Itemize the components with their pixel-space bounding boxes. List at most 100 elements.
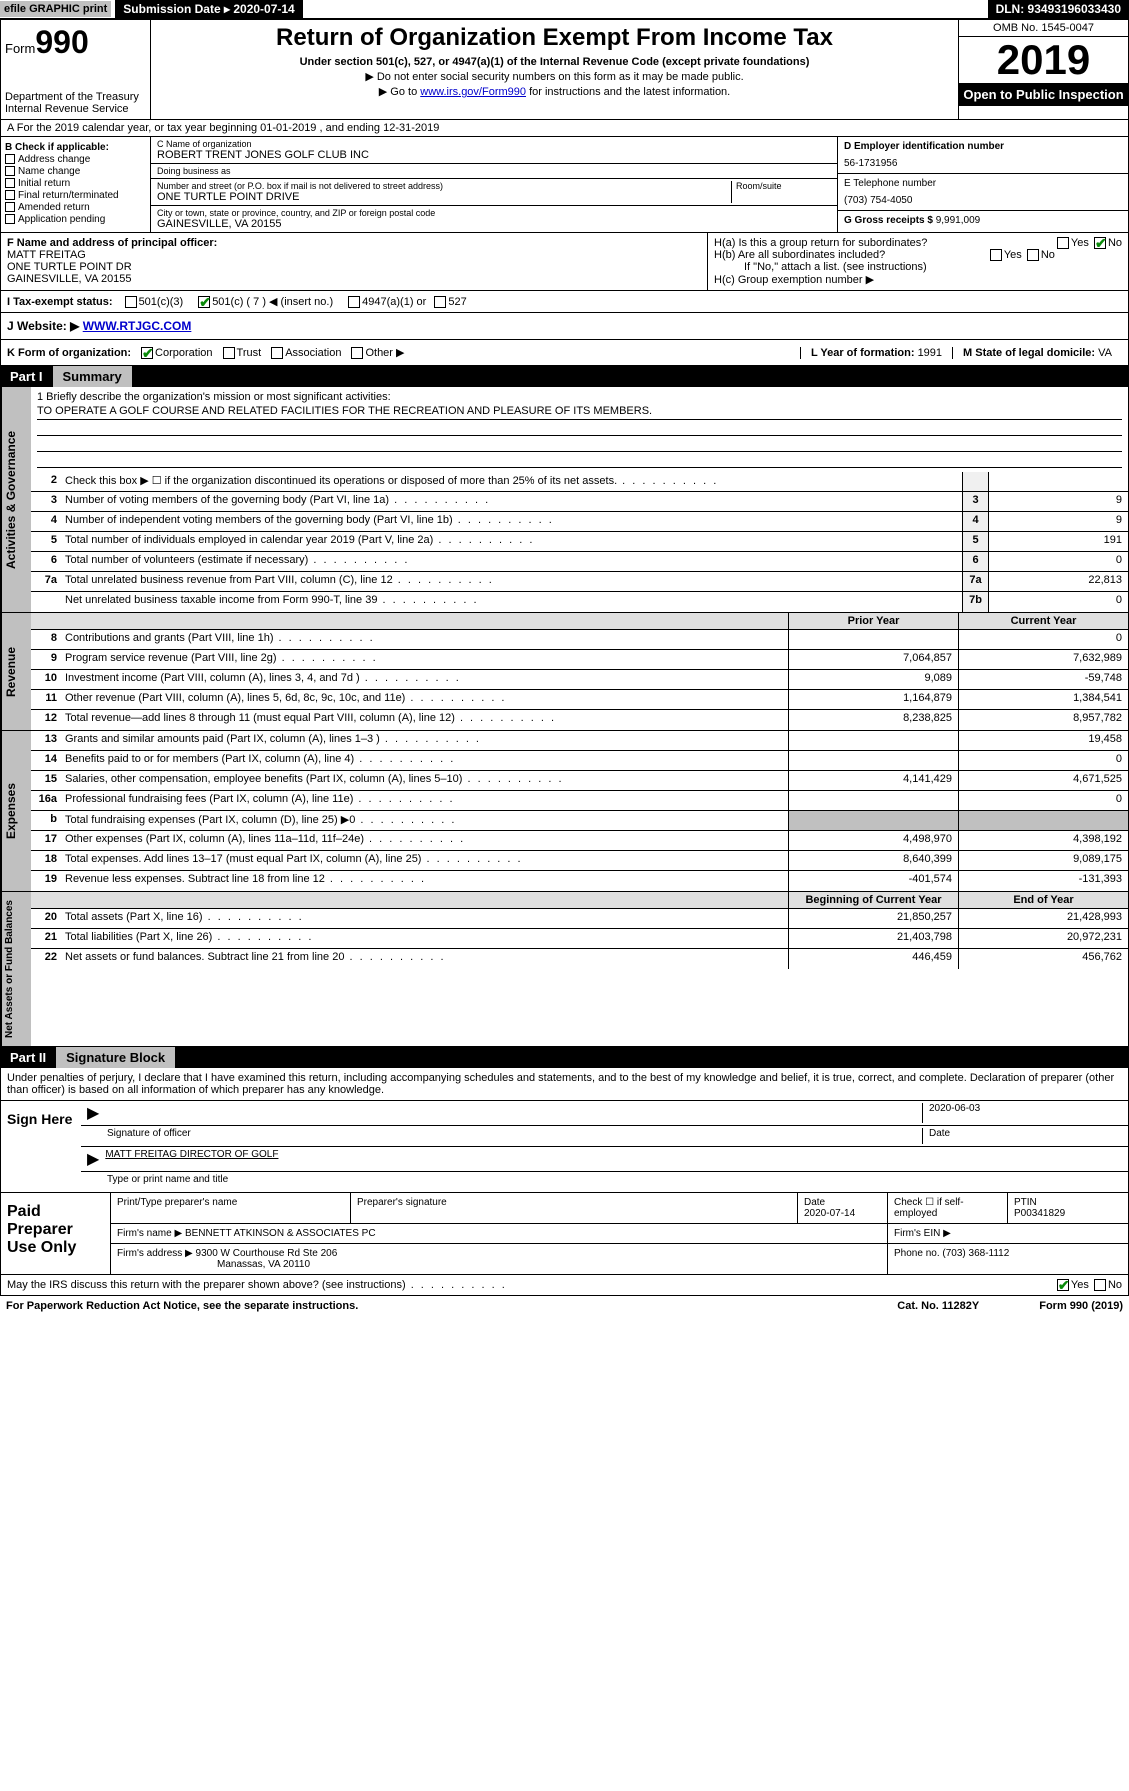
officer-name: MATT FREITAG xyxy=(7,249,701,261)
expense-row: 18Total expenses. Add lines 13–17 (must … xyxy=(31,851,1128,871)
chk-501c[interactable] xyxy=(198,296,210,308)
chk-4947[interactable] xyxy=(348,296,360,308)
gov-row: 5Total number of individuals employed in… xyxy=(31,532,1128,552)
chk-amended[interactable] xyxy=(5,202,15,212)
state-domicile: VA xyxy=(1098,347,1112,359)
hb-no[interactable] xyxy=(1027,249,1039,261)
section-bcd: B Check if applicable: Address change Na… xyxy=(0,137,1129,233)
revenue-row: 10Investment income (Part VIII, column (… xyxy=(31,670,1128,690)
chk-other[interactable] xyxy=(351,347,363,359)
expense-row: 15Salaries, other compensation, employee… xyxy=(31,771,1128,791)
firm-name: BENNETT ATKINSON & ASSOCIATES PC xyxy=(185,1228,376,1239)
officer-name-title: MATT FREITAG DIRECTOR OF GOLF xyxy=(105,1149,1122,1169)
chk-corporation[interactable] xyxy=(141,347,153,359)
governance-section: Activities & Governance 1 Briefly descri… xyxy=(0,387,1129,613)
row-a-tax-year: A For the 2019 calendar year, or tax yea… xyxy=(0,120,1129,137)
gross-receipts: 9,991,009 xyxy=(936,215,981,226)
perjury-statement: Under penalties of perjury, I declare th… xyxy=(0,1068,1129,1101)
sign-date: 2020-06-03 xyxy=(922,1103,1122,1123)
form-subtitle: Under section 501(c), 527, or 4947(a)(1)… xyxy=(161,56,948,68)
firm-address: 9300 W Courthouse Rd Ste 206 xyxy=(196,1248,338,1259)
col-c-org-info: C Name of organizationROBERT TRENT JONES… xyxy=(151,137,838,232)
form-title: Return of Organization Exempt From Incom… xyxy=(161,24,948,52)
revenue-section: Revenue Prior YearCurrent Year 8Contribu… xyxy=(0,613,1129,731)
vlabel-expenses: Expenses xyxy=(1,731,31,891)
top-bar: efile GRAPHIC print Submission Date ▸ 20… xyxy=(0,0,1129,19)
expense-row: bTotal fundraising expenses (Part IX, co… xyxy=(31,811,1128,831)
expense-row: 19Revenue less expenses. Subtract line 1… xyxy=(31,871,1128,891)
gov-row: 2Check this box ▶ ☐ if the organization … xyxy=(31,472,1128,492)
chk-address-change[interactable] xyxy=(5,154,15,164)
ptin: P00341829 xyxy=(1014,1208,1122,1219)
part-1-header: Part I Summary xyxy=(0,366,1129,387)
submission-date: Submission Date ▸ 2020-07-14 xyxy=(115,0,302,18)
discuss-no[interactable] xyxy=(1094,1279,1106,1291)
chk-association[interactable] xyxy=(271,347,283,359)
tax-year: 2019 xyxy=(959,37,1128,83)
note-1: ▶ Do not enter social security numbers o… xyxy=(161,70,948,83)
gov-row: 3Number of voting members of the governi… xyxy=(31,492,1128,512)
footer: For Paperwork Reduction Act Notice, see … xyxy=(0,1296,1129,1316)
net-assets-row: 22Net assets or fund balances. Subtract … xyxy=(31,949,1128,969)
row-j-website: J Website: ▶ WWW.RTJGC.COM xyxy=(0,313,1129,340)
chk-527[interactable] xyxy=(434,296,446,308)
open-public-badge: Open to Public Inspection xyxy=(959,83,1128,106)
form-number: 990 xyxy=(35,24,88,60)
revenue-row: 11Other revenue (Part VIII, column (A), … xyxy=(31,690,1128,710)
col-b-checkboxes: B Check if applicable: Address change Na… xyxy=(1,137,151,232)
form-header: Form990 Department of the Treasury Inter… xyxy=(0,19,1129,120)
chk-app-pending[interactable] xyxy=(5,214,15,224)
expenses-section: Expenses 13Grants and similar amounts pa… xyxy=(0,731,1129,892)
paid-preparer-block: Paid Preparer Use Only Print/Type prepar… xyxy=(0,1193,1129,1275)
chk-initial-return[interactable] xyxy=(5,178,15,188)
gov-row: 7aTotal unrelated business revenue from … xyxy=(31,572,1128,592)
revenue-row: 12Total revenue—add lines 8 through 11 (… xyxy=(31,710,1128,730)
revenue-row: 8Contributions and grants (Part VIII, li… xyxy=(31,630,1128,650)
sign-here-block: Sign Here ▶2020-06-03 Signature of offic… xyxy=(0,1101,1129,1193)
mission-text: TO OPERATE A GOLF COURSE AND RELATED FAC… xyxy=(37,403,1122,420)
ha-yes[interactable] xyxy=(1057,237,1069,249)
preparer-date: 2020-07-14 xyxy=(804,1208,881,1219)
net-assets-row: 21Total liabilities (Part X, line 26)21,… xyxy=(31,929,1128,949)
gov-row: 6Total number of volunteers (estimate if… xyxy=(31,552,1128,572)
ein: 56-1731956 xyxy=(844,158,1122,169)
expense-row: 17Other expenses (Part IX, column (A), l… xyxy=(31,831,1128,851)
net-assets-row: 20Total assets (Part X, line 16)21,850,2… xyxy=(31,909,1128,929)
gov-row: Net unrelated business taxable income fr… xyxy=(31,592,1128,612)
efile-label[interactable]: efile GRAPHIC print xyxy=(0,1,111,17)
dln: DLN: 93493196033430 xyxy=(988,0,1129,18)
arrow-icon: ▶ xyxy=(87,1103,99,1123)
expense-row: 14Benefits paid to or for members (Part … xyxy=(31,751,1128,771)
col-d-contact: D Employer identification number56-17319… xyxy=(838,137,1128,232)
vlabel-revenue: Revenue xyxy=(1,613,31,730)
form-prefix: Form xyxy=(5,41,35,56)
arrow-icon: ▶ xyxy=(87,1149,99,1169)
ha-no[interactable] xyxy=(1094,237,1106,249)
year-formation: 1991 xyxy=(918,347,942,359)
city-state-zip: GAINESVILLE, VA 20155 xyxy=(157,218,831,230)
chk-name-change[interactable] xyxy=(5,166,15,176)
chk-trust[interactable] xyxy=(223,347,235,359)
vlabel-net-assets: Net Assets or Fund Balances xyxy=(1,892,31,1046)
dept-label: Department of the Treasury Internal Reve… xyxy=(5,91,146,115)
expense-row: 16aProfessional fundraising fees (Part I… xyxy=(31,791,1128,811)
row-i-tax-status: I Tax-exempt status: 501(c)(3) 501(c) ( … xyxy=(0,291,1129,313)
omb-number: OMB No. 1545-0047 xyxy=(959,20,1128,37)
firm-phone: (703) 368-1112 xyxy=(942,1248,1009,1259)
org-name: ROBERT TRENT JONES GOLF CLUB INC xyxy=(157,149,831,161)
part-2-header: Part II Signature Block xyxy=(0,1047,1129,1068)
net-assets-section: Net Assets or Fund Balances Beginning of… xyxy=(0,892,1129,1047)
chk-final-return[interactable] xyxy=(5,190,15,200)
row-k-form-org: K Form of organization: Corporation Trus… xyxy=(0,340,1129,366)
discuss-row: May the IRS discuss this return with the… xyxy=(0,1275,1129,1296)
website-link[interactable]: WWW.RTJGC.COM xyxy=(83,319,192,333)
vlabel-governance: Activities & Governance xyxy=(1,387,31,612)
expense-row: 13Grants and similar amounts paid (Part … xyxy=(31,731,1128,751)
instructions-link[interactable]: www.irs.gov/Form990 xyxy=(420,86,526,98)
chk-501c3[interactable] xyxy=(125,296,137,308)
street-address: ONE TURTLE POINT DRIVE xyxy=(157,191,731,203)
telephone: (703) 754-4050 xyxy=(844,195,1122,206)
hb-yes[interactable] xyxy=(990,249,1002,261)
discuss-yes[interactable] xyxy=(1057,1279,1069,1291)
revenue-row: 9Program service revenue (Part VIII, lin… xyxy=(31,650,1128,670)
